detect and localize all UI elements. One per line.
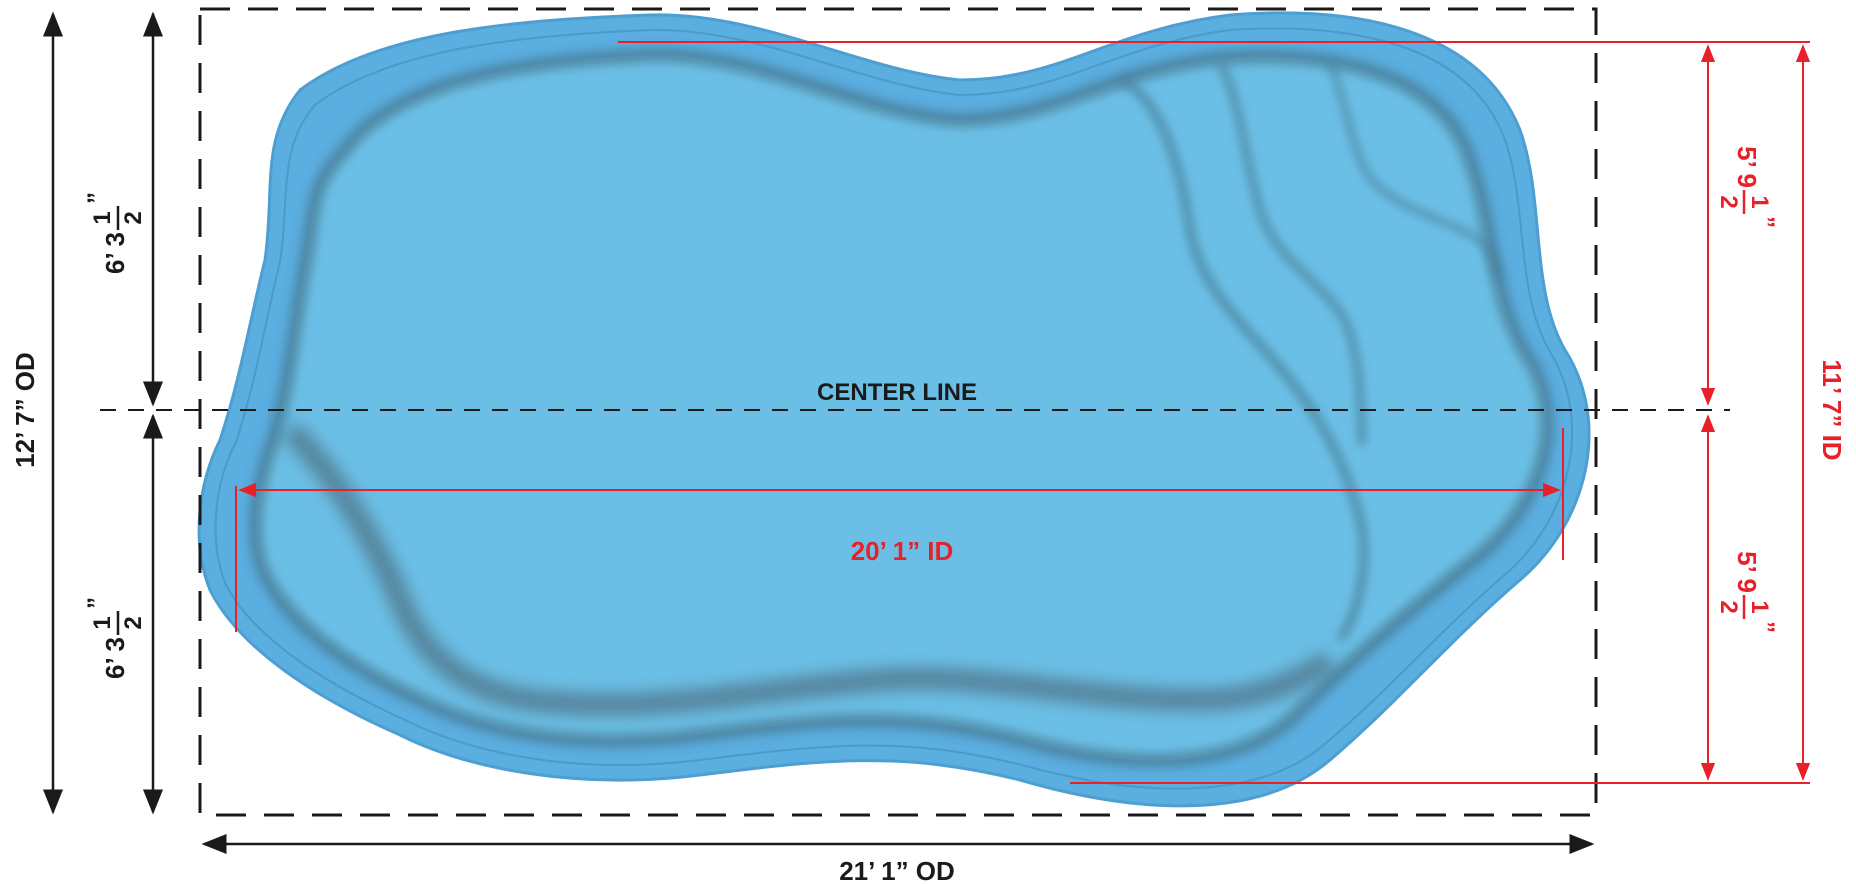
left-upper-denominator: 2 (120, 211, 147, 224)
left-lower-mark: ” (83, 597, 110, 609)
left-upper-numerator: 1 (89, 211, 116, 224)
right-lower-denominator: 2 (1715, 600, 1742, 613)
right-upper-mark: ” (1752, 216, 1779, 228)
left-upper-half-label: 6’ 3 1 ” 2 (83, 192, 147, 274)
right-lower-mark: ” (1752, 621, 1779, 633)
left-lower-numerator: 1 (89, 616, 116, 629)
left-lower-denominator: 2 (120, 616, 147, 629)
step-line-1 (1117, 74, 1368, 643)
left-upper-whole: 6’ 3 (100, 232, 130, 274)
od-length-label: 12’ 7” OD (10, 352, 40, 468)
center-line-label: CENTER LINE (817, 379, 977, 406)
right-lower-numerator: 1 (1746, 600, 1773, 613)
left-lower-half-label: 6’ 3 1 ” 2 (83, 597, 147, 679)
od-width-label: 21’ 1” OD (839, 856, 955, 884)
right-upper-numerator: 1 (1746, 195, 1773, 208)
step-line-3 (1327, 60, 1503, 281)
id-length-label: 11’ 7” ID (1817, 359, 1847, 460)
step-line-2 (1216, 60, 1366, 446)
pool-floor (255, 54, 1548, 761)
left-upper-mark: ” (83, 192, 110, 204)
left-lower-whole: 6’ 3 (100, 637, 130, 679)
right-lower-half-label: 5’ 9 1 ” 2 (1715, 551, 1779, 633)
deep-end-shadow (282, 422, 1337, 716)
right-lower-whole: 5’ 9 (1732, 551, 1762, 593)
ledge-shadow (248, 47, 1555, 768)
right-upper-whole: 5’ 9 (1732, 146, 1762, 188)
id-width-label: 20’ 1” ID (851, 536, 954, 566)
od-bounding-box (198, 7, 1598, 817)
right-upper-half-label: 5’ 9 1 ” 2 (1715, 146, 1779, 228)
pool-rim-line (214, 27, 1574, 790)
right-upper-denominator: 2 (1715, 195, 1742, 208)
